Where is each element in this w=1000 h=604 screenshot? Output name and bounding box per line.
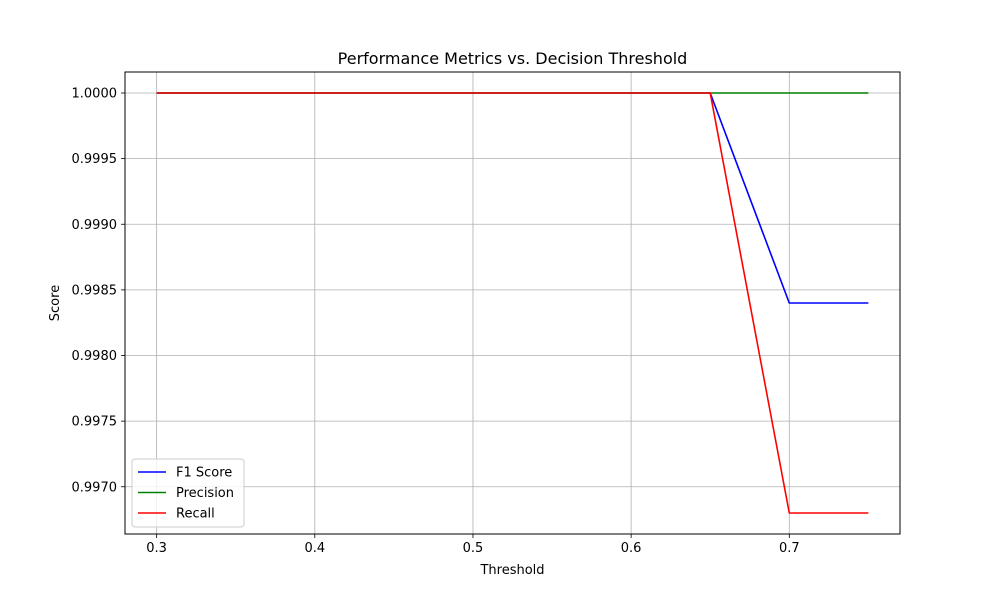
x-tick-label: 0.6 (621, 541, 642, 556)
y-tick-label: 0.9975 (72, 415, 118, 430)
y-tick-label: 0.9970 (72, 480, 118, 495)
legend-label-recall: Recall (176, 507, 215, 522)
y-tick-label: 1.0000 (72, 87, 118, 102)
series-lines (156, 92, 869, 514)
plot-frame (124, 71, 901, 535)
legend-label-precision: Precision (176, 486, 234, 501)
y-tick-label: 0.9980 (72, 349, 118, 364)
legend-box (131, 458, 245, 528)
legend-label-f1-score: F1 Score (176, 466, 232, 481)
grid-lines (125, 72, 900, 534)
x-tick-label: 0.3 (146, 541, 167, 556)
x-tick-label: 0.5 (463, 541, 484, 556)
x-axis-label: Threshold (479, 563, 544, 578)
axis-tick-labels: 0.3 0.4 0.5 0.6 0.7 0.9970 0.9975 0.9980 0.9985 0… (72, 87, 800, 557)
x-tick-label: 0.4 (304, 541, 325, 556)
chart-title: Performance Metrics vs. Decision Thresho… (338, 49, 688, 68)
y-tick-label: 0.9990 (72, 218, 118, 233)
y-axis-label: Score (48, 285, 63, 321)
y-tick-label: 0.9995 (72, 152, 118, 167)
series-line-recall (156, 92, 869, 514)
legend: F1 Score Precision Recall (131, 458, 245, 528)
axis-ticks (121, 92, 790, 538)
y-tick-label: 0.9985 (72, 283, 118, 298)
x-tick-label: 0.7 (779, 541, 800, 556)
